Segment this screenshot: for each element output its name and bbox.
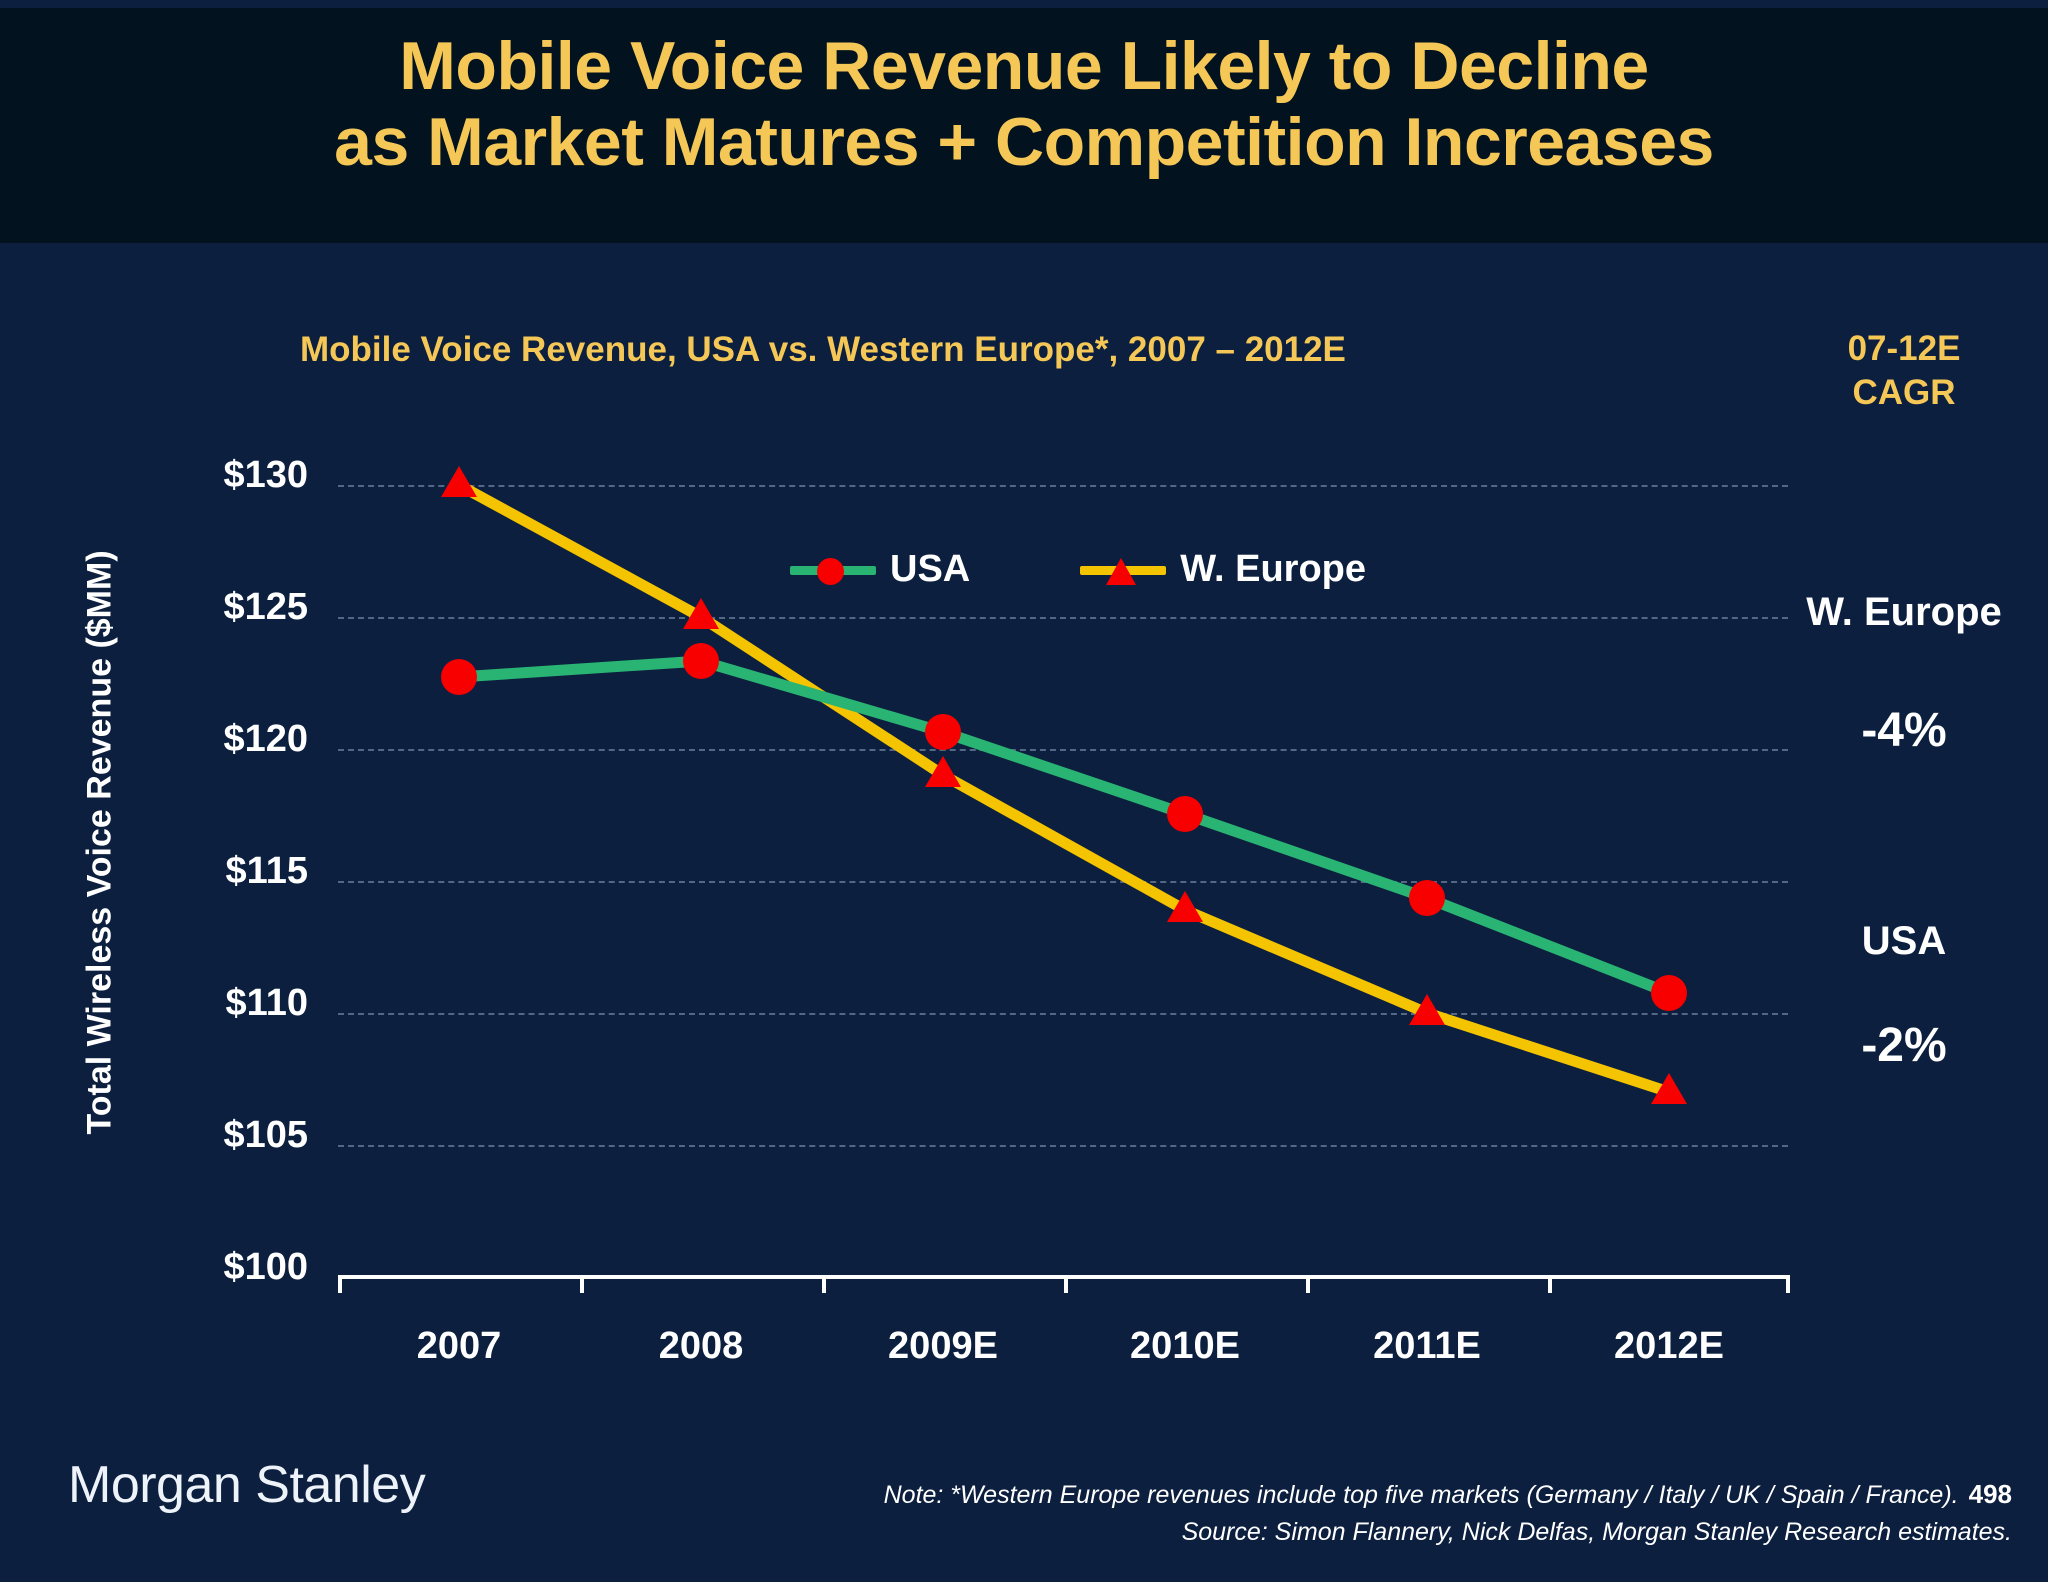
cagr-header-line-2: CAGR (1852, 372, 1956, 412)
gridline-110 (338, 1013, 1788, 1015)
x-tick-3 (1064, 1275, 1068, 1293)
chart-legend: USA W. Europe (790, 548, 1366, 591)
x-tick-label-2012e: 2012E (1614, 1325, 1724, 1367)
gridline-115 (338, 881, 1788, 883)
weurope-series-icon (1080, 553, 1167, 587)
cagr-name-usa: USA (1861, 919, 1947, 963)
title-line-2: as Market Matures + Competition Increase… (334, 104, 1714, 181)
legend-item-weurope[interactable]: W. Europe (1080, 548, 1366, 591)
footnote-source: Source: Simon Flannery, Nick Delfas, Mor… (1181, 1517, 2012, 1546)
legend-label-usa: USA (890, 548, 971, 590)
footnotes: Note: *Western Europe revenues include t… (752, 1476, 2012, 1550)
footnote-note-text: Note: *Western Europe revenues include t… (883, 1481, 1959, 1509)
title-band (0, 8, 2048, 243)
page-number: 498 (1968, 1479, 2012, 1509)
y-tick-label-115: $115 (225, 850, 308, 892)
x-tick-label-2009e: 2009E (888, 1325, 998, 1367)
chart-subtitle: Mobile Voice Revenue, USA vs. Western Eu… (300, 330, 1346, 369)
cagr-value-usa: -2% (1861, 1019, 1947, 1072)
gridline-120 (338, 749, 1788, 751)
y-tick-label-125: $125 (223, 586, 308, 628)
x-tick-0 (338, 1275, 342, 1293)
y-axis-title: Total Wireless Voice Revenue ($MM) (80, 550, 119, 1135)
footnote-note: Note: *Western Europe revenues include t… (752, 1476, 2012, 1514)
x-tick-label-2010e: 2010E (1130, 1325, 1240, 1367)
cagr-name-weurope: W. Europe (1806, 590, 2002, 634)
cagr-column-header: 07-12E CAGR (1760, 327, 2048, 415)
cagr-value-weurope: -4% (1861, 704, 1947, 757)
y-tick-label-110: $110 (225, 982, 308, 1024)
x-tick-5 (1548, 1275, 1552, 1293)
legend-label-weurope: W. Europe (1180, 548, 1367, 590)
x-tick-label-2008: 2008 (658, 1325, 744, 1367)
gridline-125 (338, 617, 1788, 619)
usa-series-icon (790, 553, 876, 587)
x-tick-6 (1786, 1275, 1790, 1293)
x-tick-1 (580, 1275, 584, 1293)
y-tick-label-120: $120 (223, 718, 308, 760)
y-tick-label-130: $130 (223, 454, 308, 496)
x-tick-label-2007: 2007 (416, 1325, 502, 1367)
plot-area (338, 485, 1788, 1277)
gridline-105 (338, 1145, 1788, 1147)
y-tick-label-105: $105 (223, 1114, 308, 1156)
gridline-130 (338, 485, 1788, 487)
x-tick-4 (1306, 1275, 1310, 1293)
y-tick-label-100: $100 (223, 1246, 308, 1288)
x-tick-label-2011e: 2011E (1373, 1325, 1481, 1367)
legend-item-usa[interactable]: USA (790, 548, 970, 591)
morgan-stanley-logo: Morgan Stanley (68, 1456, 426, 1514)
cagr-header-line-1: 07-12E (1847, 329, 1961, 368)
page-title: Mobile Voice Revenue Likely to Decline a… (0, 28, 2048, 180)
title-line-1: Mobile Voice Revenue Likely to Decline (399, 28, 1649, 104)
x-tick-2 (822, 1275, 826, 1293)
